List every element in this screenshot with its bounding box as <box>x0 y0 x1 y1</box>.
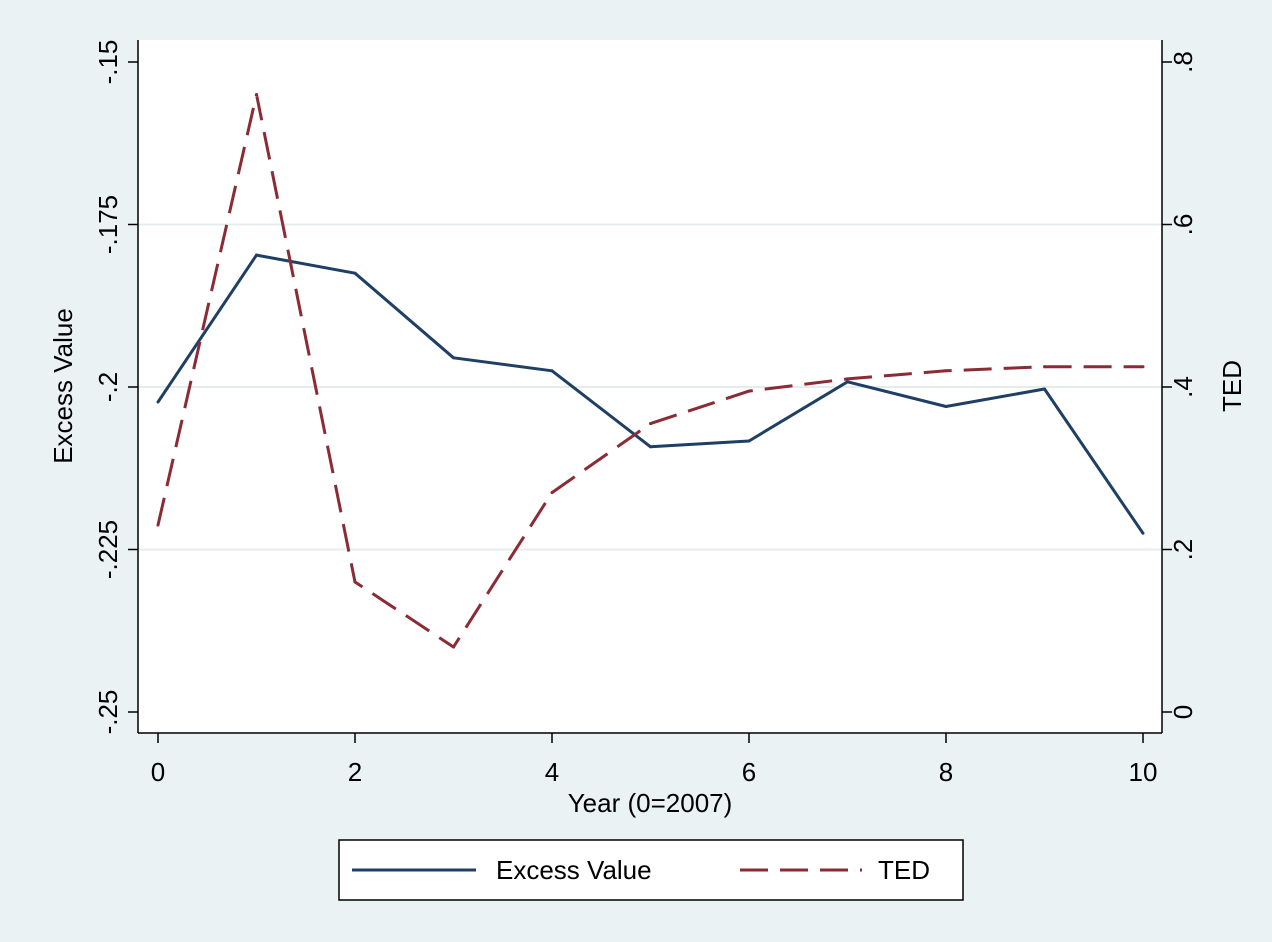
x-axis-label: Year (0=2007) <box>568 788 733 818</box>
y-tick-label-left: -.175 <box>93 195 123 254</box>
series-layer <box>156 93 1145 649</box>
data-point-excess-value <box>156 400 160 404</box>
y-tick-label-left: -.225 <box>93 520 123 579</box>
data-point-excess-value <box>1043 387 1046 391</box>
x-tick-label: 8 <box>939 757 953 787</box>
x-tick-label: 2 <box>348 757 362 787</box>
x-tick-label: 6 <box>742 757 756 787</box>
y-tick-label-right: .2 <box>1168 539 1198 561</box>
data-point-excess-value <box>747 439 751 443</box>
data-point-excess-value <box>550 369 554 373</box>
data-point-excess-value <box>1141 531 1145 535</box>
x-tick-label: 0 <box>151 757 165 787</box>
data-point-ted <box>452 645 455 649</box>
y-tick-label-right: .4 <box>1168 376 1198 398</box>
y-axis-label-left: Excess Value <box>48 308 78 464</box>
data-point-excess-value <box>353 271 357 275</box>
data-point-ted <box>846 377 849 381</box>
x-tick-label: 4 <box>545 757 559 787</box>
data-point-ted <box>550 491 554 495</box>
legend-label-excess-value: Excess Value <box>496 855 652 885</box>
data-point-ted <box>944 369 948 373</box>
y-tick-label-right: .6 <box>1168 214 1198 236</box>
data-point-ted <box>1141 365 1145 369</box>
x-tick-label: 10 <box>1129 757 1158 787</box>
y-axis-label-right: TED <box>1217 360 1247 412</box>
axes-layer: 0 2 4 6 8 10 -.25 -.225 -.2 -.175 -.15 0 .2 .4 .6 .8 <box>93 40 1198 787</box>
legend-label-ted: TED <box>878 855 930 885</box>
data-point-ted <box>1043 365 1046 369</box>
y-tick-label-left: -.15 <box>93 40 123 85</box>
data-point-excess-value <box>649 445 652 449</box>
data-point-excess-value <box>944 405 948 408</box>
data-point-excess-value <box>255 253 258 257</box>
y-tick-label-left: -.25 <box>93 690 123 735</box>
data-point-excess-value <box>452 356 455 360</box>
data-point-ted <box>649 422 652 426</box>
data-point-excess-value <box>846 380 849 384</box>
y-tick-label-left: -.2 <box>93 372 123 402</box>
y-tick-label-right: 0 <box>1168 705 1198 719</box>
y-tick-label-right: .8 <box>1168 51 1198 73</box>
grid-layer <box>138 223 1162 551</box>
data-point-ted <box>156 523 160 527</box>
data-point-ted <box>353 580 357 584</box>
legend: Excess Value TED <box>338 839 964 901</box>
data-point-ted <box>255 93 258 96</box>
data-point-ted <box>747 389 751 393</box>
